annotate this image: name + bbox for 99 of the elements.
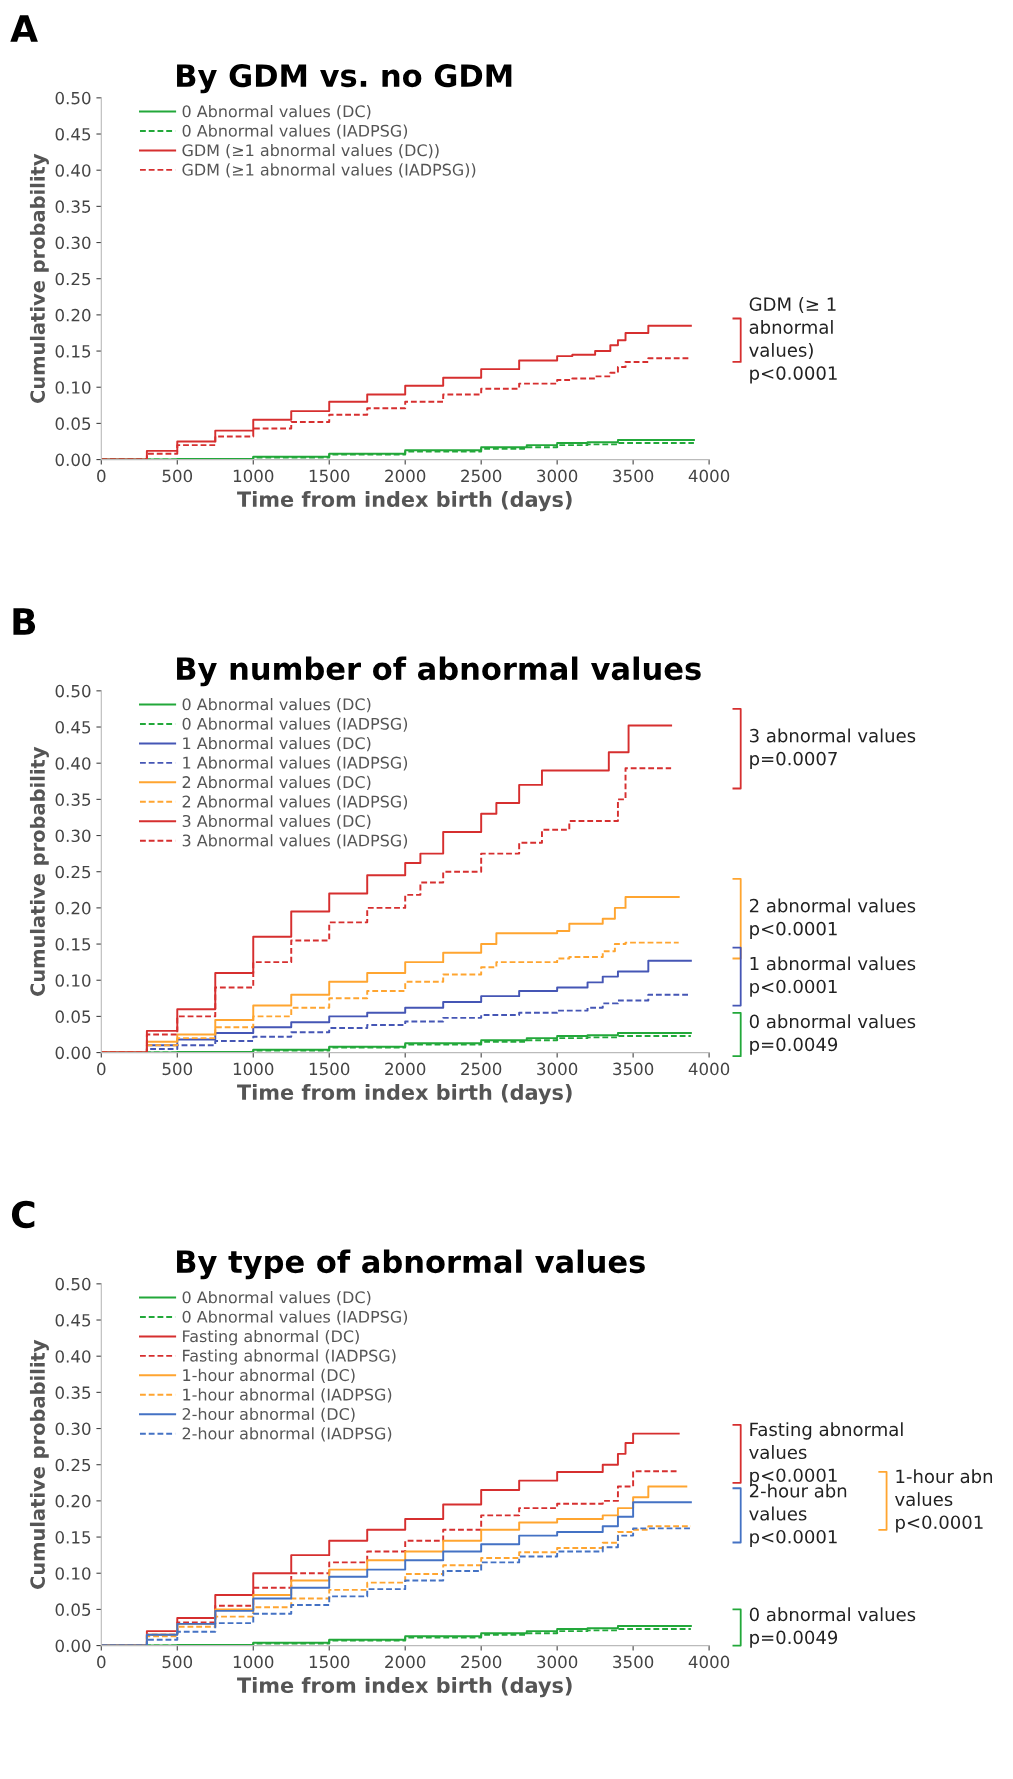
y-tick-label: 0.35 [55,200,91,213]
x-tick-label: 500 [162,1062,193,1076]
legend-label: 3 Abnormal values (IADPSG) [182,834,408,849]
legend-label: 0 Abnormal values (IADPSG) [182,717,408,732]
chart-title: By number of abnormal values [177,656,701,687]
text: B [13,608,36,635]
x-tick-label: 4000 [688,469,730,483]
x-tick-label: 1000 [233,1655,274,1669]
y-tick-label: 0.15 [55,345,91,358]
y-tick-label: 0.50 [55,91,91,105]
chart-title: By GDM vs. no GDM [177,64,512,94]
x-axis-title: Time from index birth (days) [237,490,572,512]
x-tick-label: 0 [97,1062,106,1076]
x-tick-label: 3000 [537,1062,578,1076]
x-tick-label: 0 [97,1655,106,1669]
y-tick-label: 0.40 [55,1350,91,1363]
legend-label: GDM (≥1 abnormal values (IADPSG)) [182,163,476,178]
text: 1-hour abn values p<0.0001 [895,1469,993,1533]
y-tick-label: 0.40 [55,757,91,770]
x-tick-label: 2500 [461,469,502,483]
y-tick-label: 0.10 [55,1567,91,1580]
x-tick-label: 4000 [688,1655,730,1669]
y-tick-label: 0.25 [55,1458,91,1472]
legend-label: Fasting abnormal (DC) [183,1329,359,1346]
text: C [11,1200,35,1229]
x-tick-label: 4000 [688,1062,730,1076]
x-tick-label: 500 [162,1655,193,1669]
y-tick-label: 0.50 [55,1277,91,1291]
text: 1 abnormal values p<0.0001 [750,956,916,997]
x-tick-label: 3500 [613,1062,654,1076]
x-tick-label: 3000 [537,1655,578,1669]
x-tick-label: 1000 [233,1062,274,1076]
chart-title: By type of abnormal values [177,1249,645,1280]
x-tick-label: 1500 [309,469,350,483]
x-tick-label: 2000 [385,1655,426,1669]
y-tick-label: 0.20 [55,901,91,915]
y-tick-label: 0.05 [55,417,91,430]
y-tick-label: 0.40 [55,164,91,177]
x-tick-label: 3500 [613,1655,654,1669]
y-tick-label: 0.25 [55,272,91,286]
x-tick-label: 2000 [385,1062,426,1076]
y-tick-label: 0.10 [55,381,91,394]
legend-label: 1-hour abnormal (IADPSG) [183,1388,392,1403]
y-tick-label: 0.20 [55,1494,91,1508]
y-tick-label: 0.15 [55,938,91,951]
text: 3 abnormal values p=0.0007 [749,728,916,769]
legend-label: 1 Abnormal values (IADPSG) [183,756,408,771]
text: A [10,15,38,42]
legend-label: 2 Abnormal values (DC) [182,775,371,791]
text: 0 abnormal values p=0.0049 [749,1607,916,1648]
y-tick-label: 0.20 [55,308,91,322]
y-tick-label: 0.45 [55,720,91,734]
y-tick-label: 0.35 [55,1386,91,1399]
text: GDM (≥ 1 abnormal values) p<0.0001 [749,297,837,384]
x-tick-label: 1000 [233,469,274,483]
y-tick-label: 0.50 [55,684,91,698]
y-tick-label: 0.30 [55,829,91,843]
legend-label: 0 Abnormal values (DC) [182,697,371,713]
y-tick-label: 0.15 [55,1531,91,1544]
text: 2 abnormal values p<0.0001 [749,898,916,939]
legend-label: 0 Abnormal values (IADPSG) [182,124,408,139]
legend-label: 0 Abnormal values (DC) [182,104,371,120]
y-tick-label: 0.00 [55,1046,91,1060]
y-axis-title: Cumulative probability [29,153,49,403]
x-axis-title: Time from index birth (days) [237,1676,572,1698]
legend-label: 3 Abnormal values (DC) [182,814,371,829]
legend-label: 1-hour abnormal (DC) [183,1368,355,1384]
y-tick-label: 0.35 [55,793,91,806]
y-tick-label: 0.00 [55,1639,91,1653]
y-tick-label: 0.30 [55,1422,91,1436]
x-tick-label: 2000 [385,469,426,483]
legend-label: Fasting abnormal (IADPSG) [183,1349,396,1365]
y-axis-title: Cumulative probability [29,1339,49,1589]
x-tick-label: 0 [97,469,106,483]
x-tick-label: 2500 [461,1062,502,1076]
x-tick-label: 2500 [461,1655,502,1669]
legend-label: GDM (≥1 abnormal values (DC)) [182,143,439,159]
legend-label: 2-hour abnormal (IADPSG) [182,1427,392,1442]
legend-label: 1 Abnormal values (DC) [183,736,371,752]
y-tick-label: 0.30 [55,236,91,250]
x-tick-label: 3500 [613,469,654,483]
x-tick-label: 3000 [537,469,578,483]
y-tick-label: 0.45 [55,1313,91,1327]
text: 0 abnormal values p=0.0049 [749,1014,916,1055]
legend-label: 2 Abnormal values (IADPSG) [182,795,408,810]
x-axis-title: Time from index birth (days) [237,1083,572,1105]
x-tick-label: 1500 [309,1655,350,1669]
legend-label: 0 Abnormal values (DC) [182,1290,371,1306]
y-tick-label: 0.00 [55,453,91,467]
y-axis-title: Cumulative probability [29,746,49,996]
y-tick-label: 0.45 [55,127,91,141]
y-tick-label: 0.05 [55,1603,91,1616]
legend-label: 2-hour abnormal (DC) [182,1407,355,1422]
y-tick-label: 0.25 [55,865,91,879]
x-tick-label: 1500 [309,1062,350,1076]
legend-label: 0 Abnormal values (IADPSG) [182,1310,408,1325]
y-tick-label: 0.05 [55,1010,91,1023]
x-tick-label: 500 [162,469,193,483]
y-tick-label: 0.10 [55,974,91,987]
